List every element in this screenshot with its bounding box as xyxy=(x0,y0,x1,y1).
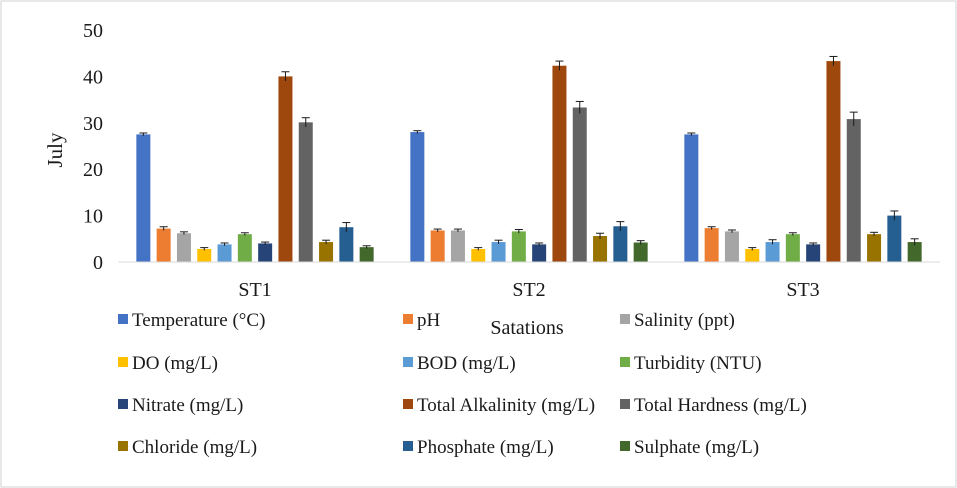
x-tick-label: ST2 xyxy=(512,279,545,301)
legend-item: DO (mg/L) xyxy=(118,353,218,374)
legend-item: Nitrate (mg/L) xyxy=(118,395,243,416)
legend-item: Temperature (°C) xyxy=(118,310,265,331)
bar xyxy=(431,230,445,262)
y-tick-label: 30 xyxy=(83,113,103,135)
bar xyxy=(847,119,861,262)
bar xyxy=(806,244,820,262)
bar xyxy=(745,249,759,262)
legend-label: Total Alkalinity (mg/L) xyxy=(417,395,595,416)
legend-item: Phosphate (mg/L) xyxy=(403,437,554,458)
legend-swatch xyxy=(403,399,413,409)
bar xyxy=(684,134,698,262)
legend-swatch xyxy=(118,357,128,367)
legend-label: Total Hardness (mg/L) xyxy=(634,395,807,416)
bar xyxy=(218,244,232,262)
bar xyxy=(197,249,211,262)
legend-label: DO (mg/L) xyxy=(132,353,218,374)
bar xyxy=(705,228,719,262)
legend-label: Phosphate (mg/L) xyxy=(417,437,554,458)
bar xyxy=(725,231,739,262)
bar xyxy=(552,66,566,262)
legend-swatch xyxy=(118,399,128,409)
y-tick-label: 40 xyxy=(83,66,103,88)
x-axis-title: Satations xyxy=(490,317,564,339)
bar xyxy=(451,230,465,262)
bar xyxy=(278,76,292,262)
legend-swatch xyxy=(118,441,128,451)
bar xyxy=(613,226,627,262)
legend-item: Salinity (ppt) xyxy=(620,310,735,331)
legend-item: Sulphate (mg/L) xyxy=(620,437,759,458)
bar xyxy=(360,247,374,262)
legend-label: Nitrate (mg/L) xyxy=(132,395,243,416)
bar xyxy=(177,233,191,262)
bar xyxy=(512,231,526,262)
bar xyxy=(532,244,546,262)
legend-swatch xyxy=(620,314,630,324)
bar xyxy=(766,242,780,262)
bar xyxy=(339,227,353,262)
legend-label: pH xyxy=(417,310,441,331)
legend-item: BOD (mg/L) xyxy=(403,353,516,374)
bar xyxy=(867,234,881,262)
bar xyxy=(887,216,901,262)
bar xyxy=(471,249,485,262)
legend-item: Chloride (mg/L) xyxy=(118,437,257,458)
y-tick-label: 0 xyxy=(93,252,103,274)
y-tick-label: 50 xyxy=(83,20,103,42)
bar xyxy=(136,134,150,262)
legend-swatch xyxy=(620,357,630,367)
legend-label: Turbidity (NTU) xyxy=(634,353,762,374)
legend-item: Total Alkalinity (mg/L) xyxy=(403,395,595,416)
y-axis-title: July xyxy=(43,132,67,168)
legend-item: Turbidity (NTU) xyxy=(620,353,762,374)
legend-label: Salinity (ppt) xyxy=(634,310,735,331)
bar xyxy=(634,243,648,262)
bar xyxy=(238,234,252,262)
bar xyxy=(786,234,800,262)
legend-swatch xyxy=(403,441,413,451)
legend-label: Temperature (°C) xyxy=(132,310,265,331)
bar xyxy=(157,229,171,262)
bar xyxy=(410,132,424,262)
bar xyxy=(593,236,607,262)
legend-swatch xyxy=(620,441,630,451)
legend-label: BOD (mg/L) xyxy=(417,353,516,374)
x-tick-label: ST1 xyxy=(238,279,271,301)
legend-label: Sulphate (mg/L) xyxy=(634,437,759,458)
bar xyxy=(258,243,272,262)
legend-swatch xyxy=(620,399,630,409)
y-tick-label: 10 xyxy=(83,206,103,228)
bar xyxy=(299,122,313,262)
legend-swatch xyxy=(403,314,413,324)
bar xyxy=(573,107,587,262)
legend-item: Total Hardness (mg/L) xyxy=(620,395,807,416)
legend-label: Chloride (mg/L) xyxy=(132,437,257,458)
legend-swatch xyxy=(403,357,413,367)
bar xyxy=(826,61,840,262)
legend-swatch xyxy=(118,314,128,324)
bar xyxy=(492,242,506,262)
bar xyxy=(319,242,333,262)
y-tick-label: 20 xyxy=(83,159,103,181)
x-tick-label: ST3 xyxy=(786,279,819,301)
